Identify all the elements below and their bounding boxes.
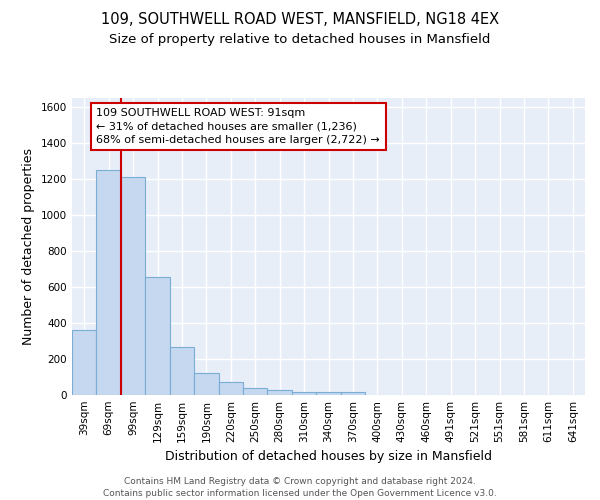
- Bar: [292, 392, 316, 395]
- Bar: [218, 382, 243, 395]
- Bar: [268, 390, 292, 395]
- Bar: [243, 388, 268, 395]
- Text: 109, SOUTHWELL ROAD WEST, MANSFIELD, NG18 4EX: 109, SOUTHWELL ROAD WEST, MANSFIELD, NG1…: [101, 12, 499, 28]
- Text: Contains HM Land Registry data © Crown copyright and database right 2024.
Contai: Contains HM Land Registry data © Crown c…: [103, 476, 497, 498]
- Bar: [121, 177, 145, 395]
- X-axis label: Distribution of detached houses by size in Mansfield: Distribution of detached houses by size …: [165, 450, 492, 464]
- Text: Size of property relative to detached houses in Mansfield: Size of property relative to detached ho…: [109, 32, 491, 46]
- Bar: [316, 392, 341, 395]
- Bar: [72, 330, 97, 395]
- Bar: [341, 392, 365, 395]
- Text: 109 SOUTHWELL ROAD WEST: 91sqm
← 31% of detached houses are smaller (1,236)
68% : 109 SOUTHWELL ROAD WEST: 91sqm ← 31% of …: [97, 108, 380, 144]
- Y-axis label: Number of detached properties: Number of detached properties: [22, 148, 35, 345]
- Bar: [145, 277, 170, 395]
- Bar: [97, 170, 121, 395]
- Bar: [194, 374, 218, 395]
- Bar: [170, 347, 194, 395]
